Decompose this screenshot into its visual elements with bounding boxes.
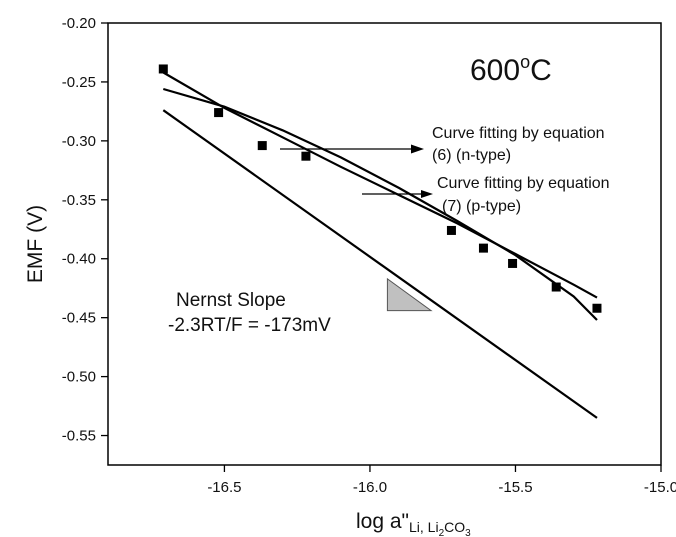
annotation-nernst-line2: -2.3RT/F = -173mV [168, 315, 331, 336]
y-tick-label: -0.35 [62, 192, 96, 209]
data-point [214, 108, 224, 118]
data-point [508, 258, 518, 268]
x-tick-label: -15.5 [498, 479, 532, 496]
y-tick-label: -0.45 [62, 310, 96, 327]
data-point [301, 151, 311, 161]
y-axis-ticks: -0.20 -0.25 -0.30 -0.35 -0.40 -0.45 -0.50 -0.55 [62, 15, 108, 445]
data-point [592, 303, 602, 313]
annotation-p-type-arrowhead [421, 190, 433, 198]
nernst-slope-triangle [386, 277, 433, 312]
series-layer [158, 64, 602, 419]
annotation-p-type-line2: (7) (p-type) [442, 198, 521, 215]
y-axis-title: EMF (V) [24, 205, 47, 283]
x-axis-title-sub3: 3 [465, 528, 471, 537]
x-axis-title-main: log a" [356, 510, 409, 533]
series-line-2 [162, 87, 598, 321]
y-tick-label: -0.55 [62, 428, 96, 445]
series-line-1 [162, 71, 598, 299]
x-tick-label: -16.5 [207, 479, 241, 496]
data-point [551, 282, 561, 292]
plot-frame [107, 22, 662, 466]
y-tick-label: -0.50 [62, 369, 96, 386]
x-axis-title-subscript: Li, Li [409, 519, 439, 535]
x-axis-title: log a"Li, Li2CO3 [356, 510, 471, 537]
y-tick-label: -0.30 [62, 133, 96, 150]
x-axis-title-subscript-tail: CO [444, 519, 465, 535]
x-tick-label: -16.0 [353, 479, 387, 496]
x-axis-ticks: -16.5 -16.0 -15.5 -15.0 [207, 465, 676, 496]
temperature-degree: o [520, 52, 530, 72]
data-point [158, 64, 168, 74]
temperature-value: 600 [470, 54, 520, 87]
temperature-unit: C [530, 54, 552, 87]
y-tick-label: -0.40 [62, 251, 96, 268]
data-point [446, 225, 456, 235]
y-tick-label: -0.20 [62, 15, 96, 32]
y-tick-label: -0.25 [62, 74, 96, 91]
temperature-label: 600oC [470, 52, 552, 87]
data-point [257, 141, 267, 151]
annotation-nernst-line1: Nernst Slope [176, 290, 286, 311]
annotation-n-type-line1: Curve fitting by equation [432, 125, 605, 142]
x-axis-title-sub2: 2 [439, 528, 445, 537]
x-tick-label: -15.0 [644, 479, 676, 496]
annotation-n-type-arrowhead [411, 144, 424, 154]
annotation-n-type-line2: (6) (n-type) [432, 147, 511, 164]
series-line-3 [162, 109, 598, 419]
annotation-p-type-line1: Curve fitting by equation [437, 175, 610, 192]
data-point [478, 243, 488, 253]
